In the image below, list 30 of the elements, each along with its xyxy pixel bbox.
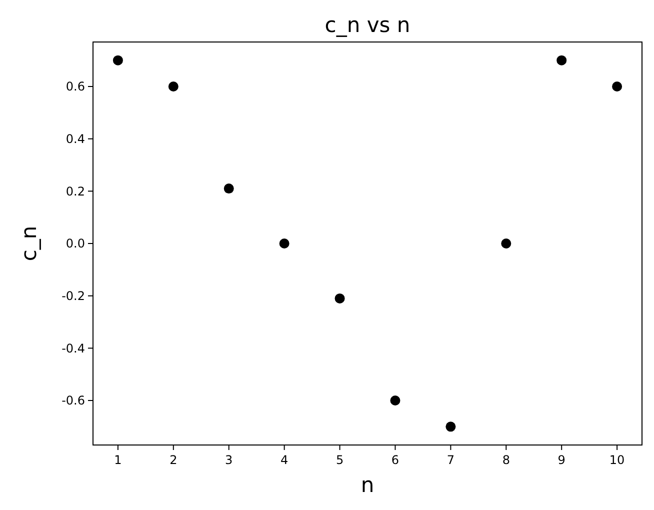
x-tick-label: 10 (609, 453, 625, 467)
x-tick-label: 6 (391, 453, 400, 467)
y-tick-label: 0.2 (66, 184, 85, 198)
x-tick-label: 3 (225, 453, 233, 467)
x-tick-label: 2 (170, 453, 178, 467)
y-tick-label: 0.0 (66, 236, 85, 251)
point (390, 396, 400, 406)
point (112, 55, 123, 66)
y-tick-label: 0.4 (66, 132, 85, 146)
point (224, 184, 234, 194)
y-tick-label: -0.4 (62, 341, 85, 356)
x-tick-label: 7 (446, 453, 454, 467)
x-axis-title: n (360, 473, 374, 497)
point (168, 81, 178, 92)
point (556, 55, 567, 66)
y-axis-title: c_n (17, 226, 41, 262)
point (446, 422, 456, 432)
y-tick-label: -0.6 (62, 394, 85, 408)
y-tick-label: -0.2 (62, 289, 85, 304)
point (279, 238, 290, 248)
y-tick-label: 0.6 (66, 80, 85, 94)
x-tick-label: 9 (558, 453, 566, 467)
point (334, 293, 345, 304)
point (501, 238, 512, 248)
x-tick-label: 4 (280, 453, 288, 467)
x-tick-label: 8 (502, 453, 510, 467)
x-tick-label: 1 (114, 453, 122, 467)
chart-title: c_n vs n (324, 13, 410, 37)
x-tick-label: 5 (336, 453, 344, 467)
point (612, 81, 622, 92)
